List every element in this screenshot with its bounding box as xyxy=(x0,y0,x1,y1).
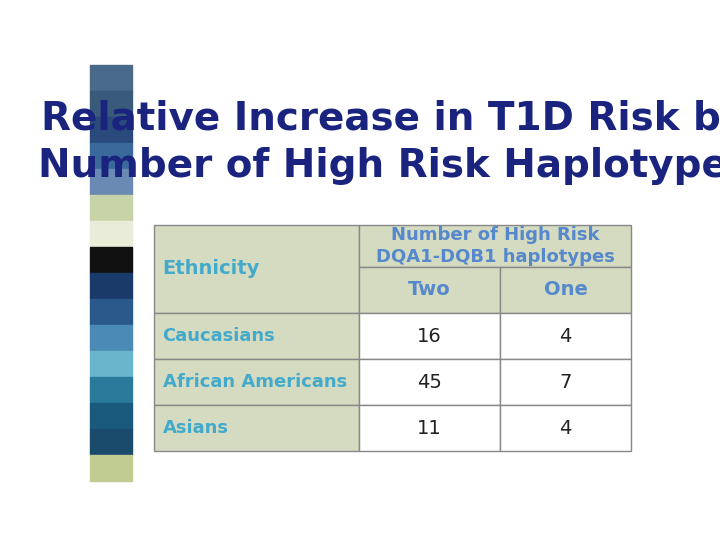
Bar xyxy=(90,65,132,91)
Bar xyxy=(359,225,631,267)
Bar xyxy=(359,406,500,451)
Bar xyxy=(90,117,132,143)
Text: 7: 7 xyxy=(559,373,572,392)
Bar xyxy=(154,406,359,451)
Text: Asians: Asians xyxy=(163,420,228,437)
Bar xyxy=(90,429,132,455)
Bar xyxy=(500,406,631,451)
Text: African Americans: African Americans xyxy=(163,373,347,392)
Bar xyxy=(90,221,132,247)
Bar xyxy=(90,247,132,273)
Text: 11: 11 xyxy=(418,419,442,438)
Text: One: One xyxy=(544,280,588,299)
Text: Ethnicity: Ethnicity xyxy=(163,259,260,279)
Bar xyxy=(90,403,132,429)
Bar xyxy=(500,359,631,406)
Text: Two: Two xyxy=(408,280,451,299)
Text: Number of High Risk
DQA1-DQB1 haplotypes: Number of High Risk DQA1-DQB1 haplotypes xyxy=(376,226,615,266)
Bar xyxy=(90,325,132,350)
Bar xyxy=(90,273,132,299)
Bar xyxy=(154,359,359,406)
Bar xyxy=(90,91,132,117)
Text: Caucasians: Caucasians xyxy=(163,327,275,345)
Bar xyxy=(154,313,359,359)
Bar xyxy=(90,168,132,195)
Bar xyxy=(154,225,359,313)
Bar xyxy=(500,313,631,359)
Bar xyxy=(90,143,132,168)
Bar xyxy=(90,455,132,481)
Bar xyxy=(500,267,631,313)
Text: 4: 4 xyxy=(559,419,572,438)
Bar xyxy=(90,299,132,325)
Bar xyxy=(359,267,500,313)
Bar xyxy=(90,350,132,377)
Text: 16: 16 xyxy=(418,327,442,346)
Text: Relative Increase in T1D Risk by
Number of High Risk Haplotypes: Relative Increase in T1D Risk by Number … xyxy=(37,100,720,185)
Bar xyxy=(359,359,500,406)
Bar xyxy=(90,195,132,221)
Text: 45: 45 xyxy=(418,373,442,392)
Bar xyxy=(359,313,500,359)
Text: 4: 4 xyxy=(559,327,572,346)
Bar xyxy=(90,377,132,403)
